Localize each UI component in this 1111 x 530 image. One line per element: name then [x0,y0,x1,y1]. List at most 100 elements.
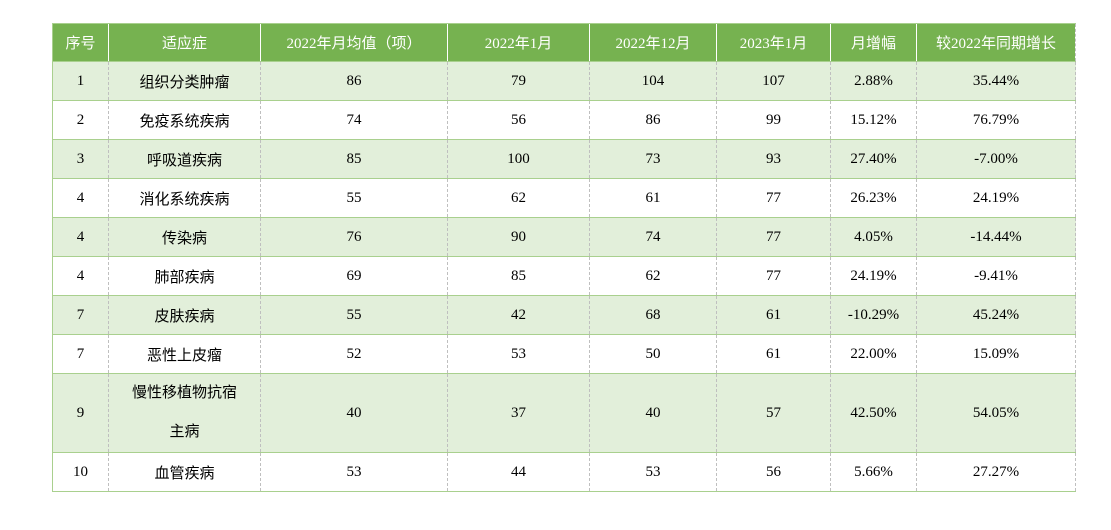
cell: 慢性移植物抗宿主病 [108,373,261,453]
cell: 15.09% [916,334,1076,374]
column-header-3: 2022年1月 [447,23,590,62]
column-header-6: 月增幅 [830,23,917,62]
cell: 35.44% [916,61,1076,101]
cell: 7 [52,295,109,335]
cell: -7.00% [916,139,1076,179]
cell: 4 [52,217,109,257]
table-row: 10 血管疾病 53 44 53 56 5.66% 27.27% [52,452,1076,492]
cell: 76.79% [916,100,1076,140]
cell: 肺部疾病 [108,256,261,296]
cell: 皮肤疾病 [108,295,261,335]
cell: 40 [260,373,448,453]
cell: 2.88% [830,61,917,101]
cell: 27.27% [916,452,1076,492]
cell: 76 [260,217,448,257]
indications-table-container: 序号 适应症 2022年月均值（项） 2022年1月 2022年12月 2023年1月 月增… [52,23,1076,492]
cell: 3 [52,139,109,179]
column-header-2: 2022年月均值（项） [260,23,448,62]
table-row: 7 皮肤疾病 55 42 68 61 -10.29% 45.24% [52,295,1076,335]
cell: 99 [716,100,831,140]
cell: 69 [260,256,448,296]
cell: 4.05% [830,217,917,257]
cell: -9.41% [916,256,1076,296]
cell: 22.00% [830,334,917,374]
cell: 61 [589,178,717,218]
cell: 27.40% [830,139,917,179]
cell: 56 [716,452,831,492]
cell: 42.50% [830,373,917,453]
cell: 104 [589,61,717,101]
table-row: 4 肺部疾病 69 85 62 77 24.19% -9.41% [52,256,1076,296]
cell: 2 [52,100,109,140]
table-row: 4 传染病 76 90 74 77 4.05% -14.44% [52,217,1076,257]
table-row: 1 组织分类肿瘤 86 79 104 107 2.88% 35.44% [52,61,1076,101]
column-header-1: 适应症 [108,23,261,62]
cell: 53 [589,452,717,492]
cell: 74 [589,217,717,257]
cell: 传染病 [108,217,261,257]
cell: 24.19% [916,178,1076,218]
cell: 26.23% [830,178,917,218]
cell: 45.24% [916,295,1076,335]
indications-table: 序号 适应症 2022年月均值（项） 2022年1月 2022年12月 2023年1月 月增… [52,23,1076,492]
column-header-7: 较2022年同期增长 [916,23,1076,62]
table-row: 2 免疫系统疾病 74 56 86 99 15.12% 76.79% [52,100,1076,140]
cell: 组织分类肿瘤 [108,61,261,101]
cell: 57 [716,373,831,453]
cell: 消化系统疾病 [108,178,261,218]
column-header-4: 2022年12月 [589,23,717,62]
cell: 79 [447,61,590,101]
cell: 86 [260,61,448,101]
cell: 61 [716,295,831,335]
cell: 4 [52,256,109,296]
table-header-row: 序号 适应症 2022年月均值（项） 2022年1月 2022年12月 2023年1月 月增… [52,23,1076,62]
cell: 恶性上皮瘤 [108,334,261,374]
cell: 9 [52,373,109,453]
cell: 55 [260,178,448,218]
cell: 呼吸道疾病 [108,139,261,179]
cell: 42 [447,295,590,335]
cell: 44 [447,452,590,492]
cell: 85 [447,256,590,296]
cell: 7 [52,334,109,374]
cell: 52 [260,334,448,374]
cell: 77 [716,256,831,296]
cell: 61 [716,334,831,374]
cell: 68 [589,295,717,335]
cell: 50 [589,334,717,374]
cell: 77 [716,217,831,257]
cell: 53 [447,334,590,374]
cell: 86 [589,100,717,140]
cell: 4 [52,178,109,218]
cell: 免疫系统疾病 [108,100,261,140]
cell: 56 [447,100,590,140]
cell: 40 [589,373,717,453]
table-row: 3 呼吸道疾病 85 100 73 93 27.40% -7.00% [52,139,1076,179]
cell: 15.12% [830,100,917,140]
cell: 54.05% [916,373,1076,453]
table-row: 9 慢性移植物抗宿主病 40 37 40 57 42.50% 54.05% [52,373,1076,453]
cell: 85 [260,139,448,179]
table-row: 7 恶性上皮瘤 52 53 50 61 22.00% 15.09% [52,334,1076,374]
cell: 37 [447,373,590,453]
column-header-5: 2023年1月 [716,23,831,62]
cell: 62 [589,256,717,296]
cell: -14.44% [916,217,1076,257]
cell: 5.66% [830,452,917,492]
cell: 93 [716,139,831,179]
table-row: 4 消化系统疾病 55 62 61 77 26.23% 24.19% [52,178,1076,218]
cell: 90 [447,217,590,257]
cell: 55 [260,295,448,335]
cell: 血管疾病 [108,452,261,492]
cell: 10 [52,452,109,492]
cell: 53 [260,452,448,492]
cell: 1 [52,61,109,101]
cell: 73 [589,139,717,179]
cell: -10.29% [830,295,917,335]
column-header-0: 序号 [52,23,109,62]
cell: 100 [447,139,590,179]
cell: 74 [260,100,448,140]
cell: 62 [447,178,590,218]
cell: 107 [716,61,831,101]
cell: 77 [716,178,831,218]
